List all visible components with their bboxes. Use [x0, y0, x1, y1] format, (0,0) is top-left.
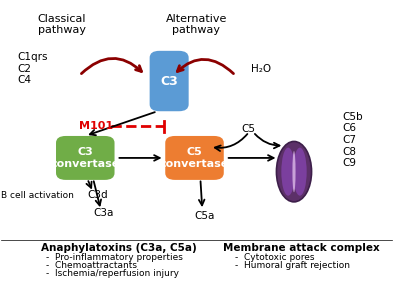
Text: C5b
C6
C7
C8
C9: C5b C6 C7 C8 C9: [343, 112, 363, 168]
Text: Membrane attack complex: Membrane attack complex: [224, 243, 380, 253]
Text: Alternative
pathway: Alternative pathway: [166, 14, 227, 35]
Text: C5
convertase: C5 convertase: [160, 147, 229, 169]
Text: -  Ischemia/reperfusion injury: - Ischemia/reperfusion injury: [46, 269, 179, 278]
Text: Classical
pathway: Classical pathway: [38, 14, 86, 35]
Ellipse shape: [293, 148, 307, 196]
Ellipse shape: [281, 148, 295, 196]
Text: B cell activation: B cell activation: [1, 191, 74, 200]
Ellipse shape: [276, 141, 312, 202]
Text: M101: M101: [80, 121, 114, 131]
Text: C1qrs
C2
C4: C1qrs C2 C4: [17, 52, 48, 85]
FancyBboxPatch shape: [56, 136, 114, 180]
Text: H₂O: H₂O: [251, 64, 271, 74]
Text: C5: C5: [241, 124, 255, 134]
FancyBboxPatch shape: [165, 136, 224, 180]
Text: Anaphylatoxins (C3a, C5a): Anaphylatoxins (C3a, C5a): [40, 243, 196, 253]
Text: C3
convertase: C3 convertase: [51, 147, 120, 169]
Text: -  Cytotoxic pores: - Cytotoxic pores: [236, 253, 315, 262]
Text: C5a: C5a: [194, 210, 215, 221]
FancyBboxPatch shape: [150, 51, 189, 111]
Text: C3: C3: [160, 74, 178, 88]
Text: C3a: C3a: [93, 208, 114, 218]
Text: C3d: C3d: [87, 190, 108, 200]
Ellipse shape: [292, 151, 296, 192]
Text: -  Humoral graft rejection: - Humoral graft rejection: [236, 261, 350, 270]
Text: -  Chemoattractants: - Chemoattractants: [46, 261, 137, 270]
Text: -  Pro-inflammatory properties: - Pro-inflammatory properties: [46, 253, 183, 262]
